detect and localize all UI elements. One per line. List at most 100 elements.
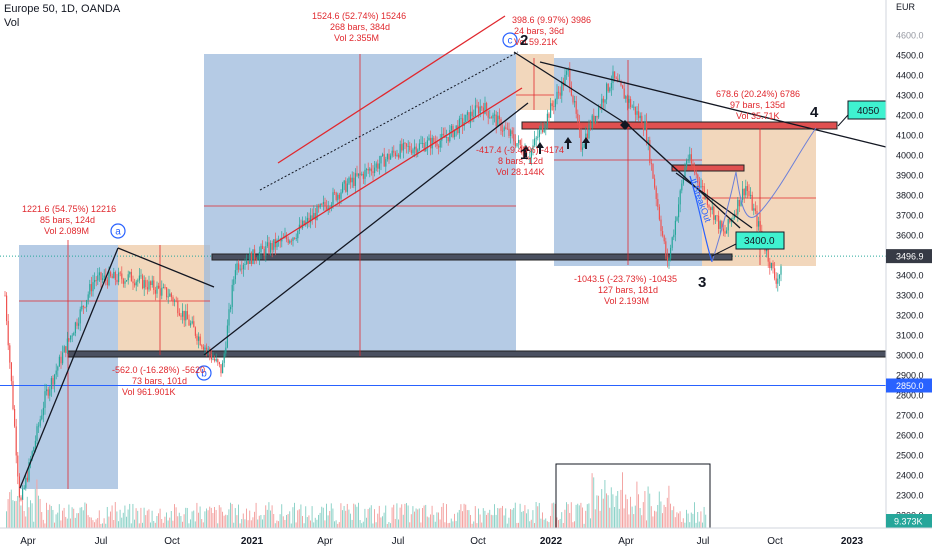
- volume-bar: [337, 523, 339, 528]
- candle-body: [567, 68, 569, 72]
- volume-bar: [260, 515, 262, 528]
- candle-body: [703, 186, 705, 196]
- candle-body: [39, 419, 41, 426]
- candle-body: [220, 364, 222, 374]
- volume-bar: [463, 503, 465, 528]
- candle-body: [687, 159, 689, 161]
- candle-body: [270, 243, 272, 253]
- up-arrow-3: [564, 137, 572, 149]
- candle-body: [242, 264, 244, 270]
- volume-bar: [110, 511, 111, 528]
- volume-bar: [474, 506, 476, 528]
- volume-bar: [428, 517, 430, 528]
- measure-3-vol: Vol 2.355M: [334, 33, 380, 43]
- candle-body: [401, 144, 403, 151]
- candle-body: [134, 283, 136, 286]
- candle-body: [470, 111, 472, 123]
- candle-body: [681, 183, 683, 191]
- candle-body: [364, 169, 366, 179]
- volume-bar: [470, 515, 471, 528]
- candle-body: [660, 219, 662, 232]
- candle-body: [180, 315, 182, 317]
- volume-bar: [650, 506, 652, 528]
- measure-box-4: [516, 54, 554, 110]
- candle-body: [74, 322, 76, 334]
- volume-bar: [406, 503, 407, 528]
- measure-label-2: -562.0 (-16.28%) -5620 73 bars, 101d Vol…: [112, 365, 205, 398]
- volume-bar: [606, 493, 607, 528]
- volume-bar: [524, 505, 526, 528]
- candle-body: [758, 221, 760, 227]
- volume-bar: [465, 504, 467, 528]
- volume-bar: [564, 509, 566, 528]
- volume-bar: [457, 512, 459, 528]
- volume-bar: [686, 509, 687, 528]
- volume-bar: [151, 510, 153, 528]
- volume-bar: [586, 504, 588, 528]
- volume-bar: [495, 514, 497, 528]
- candle-body: [383, 154, 385, 167]
- candle-body: [310, 215, 312, 223]
- candle-body: [338, 194, 340, 199]
- candle-body: [719, 221, 721, 229]
- volume-bar: [175, 507, 177, 528]
- candle-body: [223, 353, 225, 363]
- volume-bar: [684, 522, 686, 528]
- volume-bar: [422, 507, 423, 528]
- volume-bar: [150, 522, 151, 528]
- candle-body: [370, 168, 372, 172]
- volume-bar: [487, 512, 489, 528]
- volume-bar: [233, 522, 235, 528]
- candle-body: [150, 281, 152, 286]
- volume-bar: [682, 518, 684, 528]
- volume-bar: [194, 521, 196, 528]
- candle-body: [100, 272, 102, 280]
- time-tick-apr: Apr: [20, 536, 36, 547]
- candle-body: [738, 199, 740, 207]
- volume-bar: [690, 512, 692, 528]
- candle-body: [340, 192, 342, 199]
- candle-body: [346, 183, 348, 192]
- measure-label-5: -417.4 (-9.45%) -4174 8 bars, 12d Vol 28…: [476, 145, 564, 178]
- candle-body: [191, 321, 193, 324]
- candle-body: [495, 114, 497, 127]
- price-tick: 4300.0: [896, 91, 924, 101]
- volume-bar: [206, 508, 207, 528]
- candle-body: [729, 219, 731, 222]
- volume-bar: [239, 523, 241, 528]
- candle-body: [218, 362, 220, 365]
- volume-bar: [450, 518, 452, 528]
- candle-body: [410, 150, 412, 154]
- volume-bar: [62, 510, 63, 528]
- chart-title: Europe 50, 1D, OANDA: [4, 3, 121, 15]
- volume-bar: [289, 511, 291, 528]
- candle-body: [258, 252, 260, 260]
- volume-bar: [70, 518, 71, 528]
- candle-body: [170, 293, 172, 298]
- volume-bar: [330, 503, 332, 528]
- volume-bar: [362, 521, 364, 528]
- candle-body: [433, 137, 435, 143]
- candle-body: [676, 217, 678, 221]
- candle-body: [588, 124, 590, 139]
- volume-bar: [14, 501, 15, 528]
- price-tick: 2800.0: [896, 391, 924, 401]
- volume-bar: [658, 491, 660, 528]
- candle-body: [671, 237, 673, 248]
- price-tick: 3400.0: [896, 271, 924, 281]
- candle-body: [230, 306, 232, 310]
- candle-body: [71, 335, 73, 337]
- volume-bar: [546, 521, 548, 528]
- measure-1-bars: 85 bars, 124d: [40, 215, 96, 225]
- volume-bar: [225, 514, 227, 528]
- volume-bar: [207, 510, 209, 528]
- candle-body: [22, 488, 24, 501]
- candle-body: [342, 183, 344, 193]
- candle-body: [127, 274, 129, 281]
- candle-body: [601, 98, 603, 108]
- candle-body: [422, 143, 424, 144]
- candle-body: [20, 497, 22, 501]
- candle-body: [52, 378, 54, 385]
